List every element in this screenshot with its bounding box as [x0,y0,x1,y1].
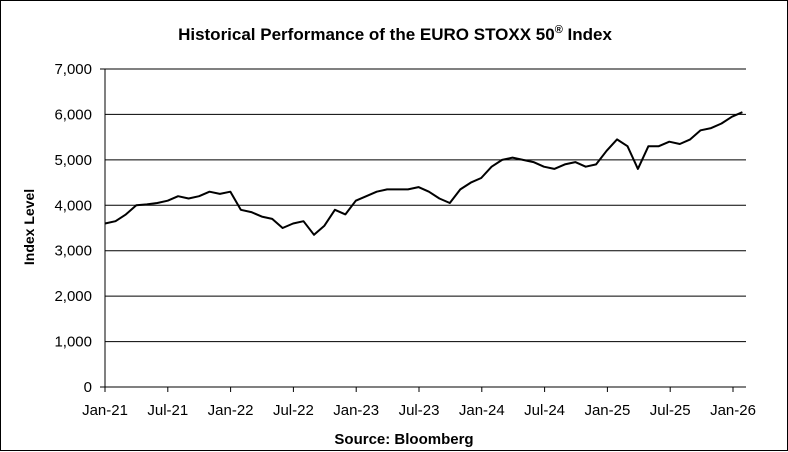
y-tick-label: 2,000 [54,288,92,305]
x-tick-label: Jan-22 [208,402,254,419]
x-tick-label: Jan-25 [584,402,630,419]
y-tick-label: 6,000 [54,106,92,123]
x-tick-labels: Jan-21 Jul-21 Jan-22 Jul-22 Jan-23 Jul-23 Jan-… [82,402,756,419]
y-tick-label: 7,000 [54,61,92,78]
chart-title: Historical Performance of the EURO STOXX… [178,24,612,44]
x-tick-label: Jan-26 [710,402,756,419]
gridlines [100,68,746,392]
y-tick-label: 1,000 [54,334,92,351]
y-tick-label: 4,000 [54,197,92,214]
x-tick-label: Jul-21 [147,402,188,419]
x-tick-label: Jan-24 [459,402,505,419]
y-axis-label: Index Level [21,189,37,265]
source-label: Source: Bloomberg [334,431,473,448]
x-tick-label: Jul-24 [524,402,565,419]
x-tick-label: Jul-23 [399,402,440,419]
x-tick-label: Jul-25 [650,402,691,419]
y-tick-label: 0 [84,379,92,396]
y-tick-label: 5,000 [54,152,92,169]
y-tick-labels: 0 1,000 2,000 3,000 4,000 5,000 6,000 7,000 [54,61,92,396]
x-tick-label: Jan-21 [82,402,128,419]
x-tick-label: Jan-23 [333,402,379,419]
series-line [104,111,743,236]
y-tick-label: 3,000 [54,243,92,260]
x-tick-label: Jul-22 [273,402,314,419]
plot-area [104,111,743,236]
